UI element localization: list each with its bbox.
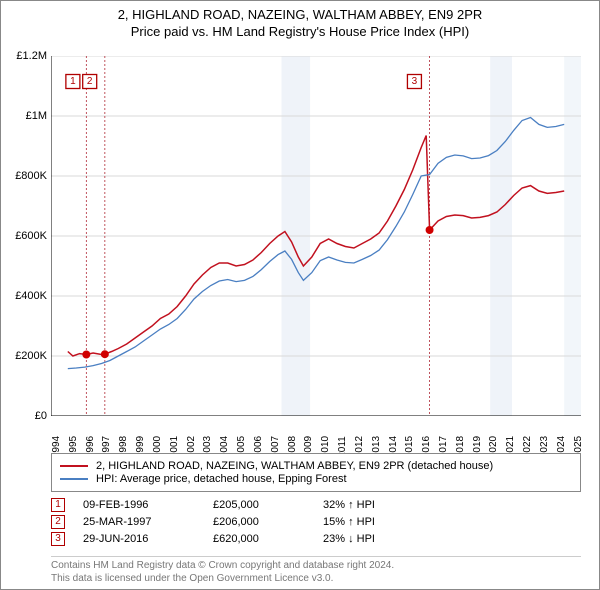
- legend-label: 2, HIGHLAND ROAD, NAZEING, WALTHAM ABBEY…: [96, 460, 493, 472]
- marker-label: 2: [87, 76, 93, 87]
- footer-line1: Contains HM Land Registry data © Crown c…: [51, 560, 581, 573]
- transaction-row: 1 09-FEB-1996£205,00032% ↑ HPI: [51, 498, 581, 512]
- transaction-marker: 2: [51, 515, 65, 529]
- transaction-pct: 23% ↓ HPI: [323, 533, 581, 545]
- transaction-row: 3 29-JUN-2016£620,00023% ↓ HPI: [51, 532, 581, 546]
- chart-area: 12 3: [51, 56, 581, 416]
- transaction-marker: 1: [51, 498, 65, 512]
- y-tick-label: £800K: [15, 170, 47, 182]
- marker-label: 1: [70, 76, 76, 87]
- series-line: [68, 136, 564, 357]
- chart-container: 2, HIGHLAND ROAD, NAZEING, WALTHAM ABBEY…: [0, 0, 600, 590]
- transaction-pct: 15% ↑ HPI: [323, 516, 581, 528]
- legend-label: HPI: Average price, detached house, Eppi…: [96, 473, 347, 485]
- title-block: 2, HIGHLAND ROAD, NAZEING, WALTHAM ABBEY…: [1, 1, 599, 41]
- transaction-marker: 3: [51, 532, 65, 546]
- transaction-date: 29-JUN-2016: [83, 533, 213, 545]
- transaction-point: [426, 226, 434, 234]
- transaction-date: 09-FEB-1996: [83, 499, 213, 511]
- transaction-point: [101, 350, 109, 358]
- legend-swatch: [60, 465, 88, 467]
- y-tick-label: £400K: [15, 290, 47, 302]
- legend-item: HPI: Average price, detached house, Eppi…: [60, 473, 572, 485]
- transaction-point: [82, 351, 90, 359]
- x-axis-labels: 1994199519961997199819992000200120022003…: [51, 419, 581, 451]
- transaction-row: 2 25-MAR-1997£206,00015% ↑ HPI: [51, 515, 581, 529]
- chart-svg: 12 3: [51, 56, 581, 416]
- y-tick-label: £1M: [26, 110, 47, 122]
- legend-swatch: [60, 478, 88, 480]
- y-tick-label: £200K: [15, 350, 47, 362]
- y-tick-label: £600K: [15, 230, 47, 242]
- title-line1: 2, HIGHLAND ROAD, NAZEING, WALTHAM ABBEY…: [11, 7, 589, 22]
- footer: Contains HM Land Registry data © Crown c…: [51, 556, 581, 585]
- legend-box: 2, HIGHLAND ROAD, NAZEING, WALTHAM ABBEY…: [51, 453, 581, 492]
- legend-item: 2, HIGHLAND ROAD, NAZEING, WALTHAM ABBEY…: [60, 460, 572, 472]
- transaction-price: £206,000: [213, 516, 323, 528]
- y-axis-labels: £0£200K£400K£600K£800K£1M£1.2M: [1, 56, 49, 416]
- y-tick-label: £1.2M: [16, 50, 47, 62]
- series-line: [68, 118, 564, 369]
- title-line2: Price paid vs. HM Land Registry's House …: [11, 24, 589, 39]
- transaction-date: 25-MAR-1997: [83, 516, 213, 528]
- y-tick-label: £0: [35, 410, 47, 422]
- transaction-price: £205,000: [213, 499, 323, 511]
- transaction-pct: 32% ↑ HPI: [323, 499, 581, 511]
- transaction-price: £620,000: [213, 533, 323, 545]
- transactions-table: 1 09-FEB-1996£205,00032% ↑ HPI 2 25-MAR-199…: [51, 495, 581, 549]
- footer-line2: This data is licensed under the Open Gov…: [51, 573, 581, 586]
- marker-label: 3: [412, 76, 418, 87]
